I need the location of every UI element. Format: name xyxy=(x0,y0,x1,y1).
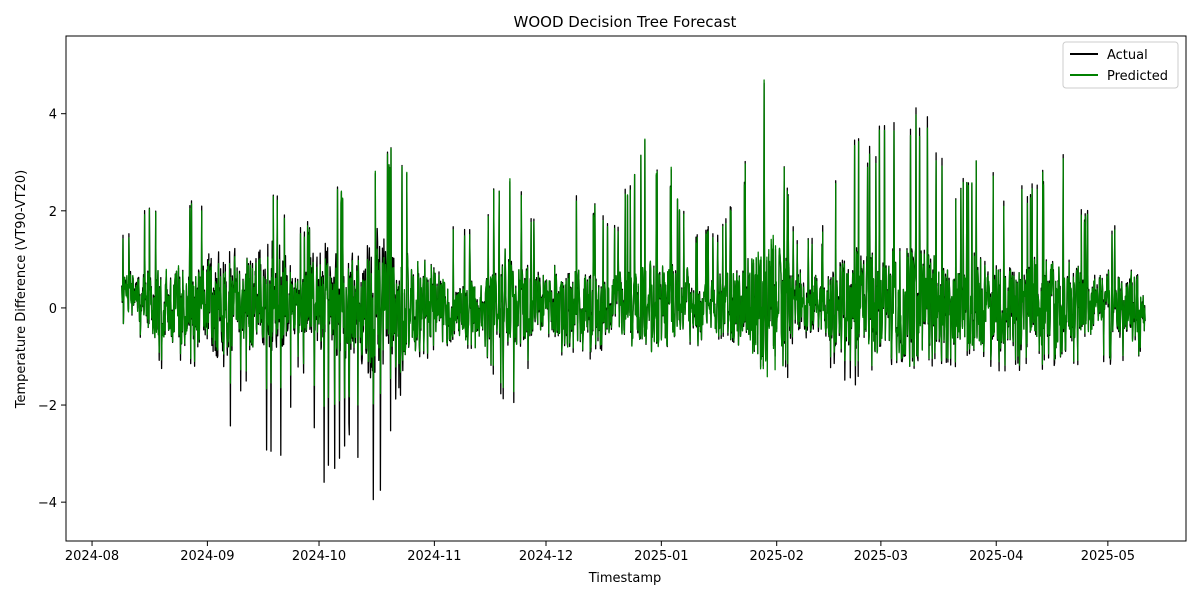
x-tick-label: 2024-10 xyxy=(292,549,346,564)
x-tick-label: 2025-01 xyxy=(634,549,688,564)
x-tick-label: 2024-12 xyxy=(519,549,573,564)
x-tick-label: 2024-11 xyxy=(407,549,461,564)
x-axis-label: Timestamp xyxy=(588,571,662,586)
x-tick-label: 2024-09 xyxy=(180,549,234,564)
plot-frame xyxy=(65,35,1187,542)
y-tick-label: −4 xyxy=(38,496,57,511)
y-tick-label: 4 xyxy=(49,108,57,123)
x-axis: 2024-08 2024-09 2024-10 2024-11 2024-12 2025-… xyxy=(65,541,1135,564)
series-line-predicted xyxy=(121,79,1146,407)
y-axis-label: Temperature Difference (VT90-VT20) xyxy=(14,170,29,409)
y-tick-label: 2 xyxy=(49,205,57,220)
y-axis: −4 −2 0 2 4 xyxy=(38,108,66,511)
plot-area xyxy=(121,79,1146,501)
x-tick-label: 2025-03 xyxy=(854,549,908,564)
chart-title: WOOD Decision Tree Forecast xyxy=(514,13,737,31)
y-tick-label: −2 xyxy=(38,399,57,414)
x-tick-label: 2025-04 xyxy=(969,549,1023,564)
x-tick-label: 2024-08 xyxy=(65,549,119,564)
legend: Actual Predicted xyxy=(1062,41,1179,89)
x-tick-label: 2025-05 xyxy=(1081,549,1135,564)
y-tick-label: 0 xyxy=(49,302,57,317)
legend-label-actual: Actual xyxy=(1107,48,1148,63)
legend-label-predicted: Predicted xyxy=(1107,69,1168,84)
x-tick-label: 2025-02 xyxy=(750,549,804,564)
